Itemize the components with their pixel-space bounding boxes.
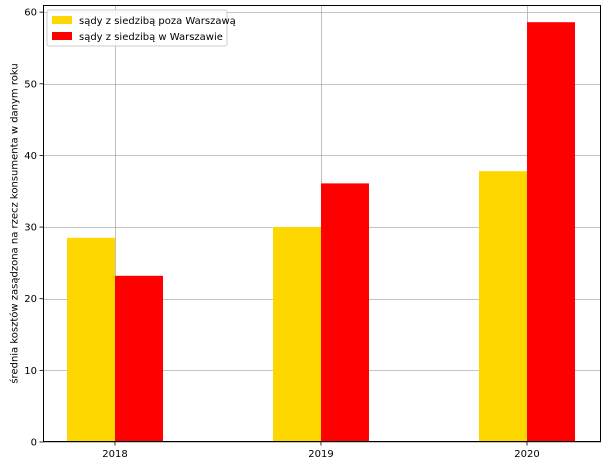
plot-frame xyxy=(43,5,601,442)
legend-swatch xyxy=(52,16,72,24)
bar-warsaw-2018 xyxy=(115,275,163,442)
y-tick-label: 10 xyxy=(24,366,37,377)
y-tick-label: 30 xyxy=(24,223,37,234)
y-tick-label: 50 xyxy=(24,79,37,90)
legend-frame xyxy=(46,9,228,47)
bar-outside-warsaw-2020 xyxy=(479,171,527,442)
legend-swatch xyxy=(52,32,72,40)
y-tick-label: 20 xyxy=(24,294,37,305)
y-axis: 0 10 20 30 40 50 60 xyxy=(24,8,43,449)
bars xyxy=(67,22,575,443)
x-tick-label: 2020 xyxy=(514,449,539,460)
x-tick-label: 2019 xyxy=(308,449,333,460)
legend-label: sądy z siedzibą poza Warszawą xyxy=(79,16,236,27)
x-axis: 2018 2019 2020 xyxy=(102,442,540,460)
y-tick-label: 40 xyxy=(24,151,37,162)
legend-label: sądy z siedzibą w Warszawie xyxy=(79,32,223,43)
bar-warsaw-2019 xyxy=(321,183,369,443)
y-axis-label: średnia kosztów zasądzona na rzecz konsu… xyxy=(9,63,21,383)
x-tick-label: 2018 xyxy=(102,449,127,460)
y-tick-label: 60 xyxy=(24,8,37,19)
bar-warsaw-2020 xyxy=(527,22,575,442)
bar-outside-warsaw-2018 xyxy=(67,237,115,442)
legend: sądy z siedzibą poza Warszawą sądy z sied… xyxy=(46,9,236,47)
bar-outside-warsaw-2019 xyxy=(273,227,321,442)
y-tick-label: 0 xyxy=(31,438,37,449)
